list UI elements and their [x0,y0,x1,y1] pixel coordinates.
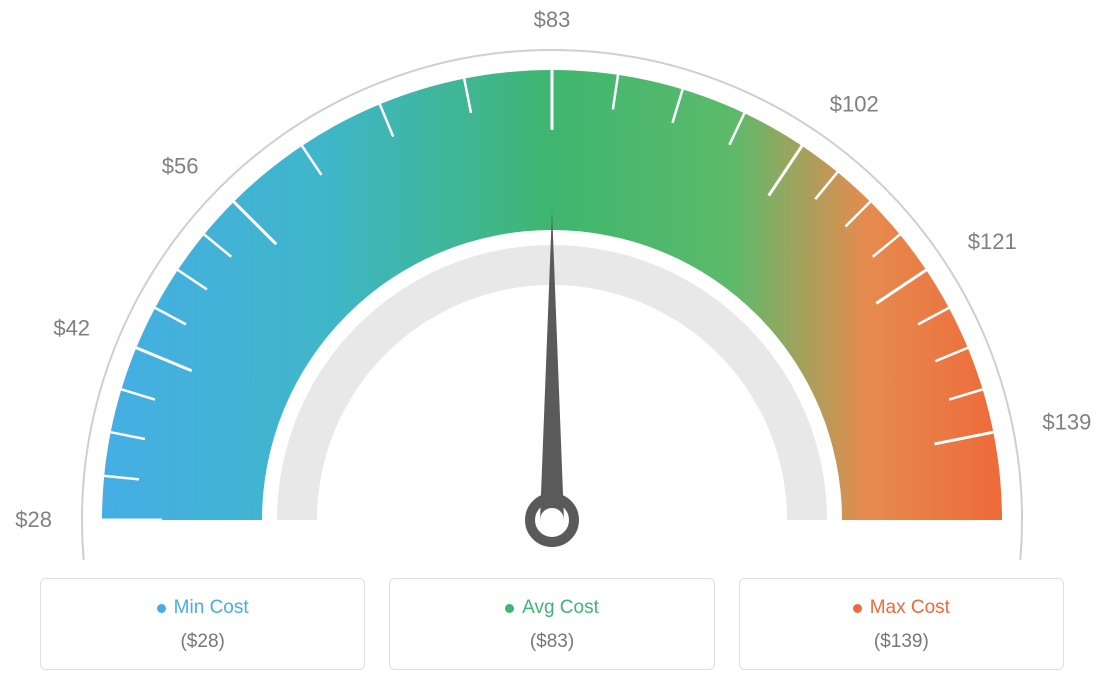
dot-icon [505,604,514,613]
gauge-tick-label: $139 [1042,409,1091,434]
dot-icon [157,604,166,613]
legend-value-min: ($28) [51,631,354,653]
legend-value-avg: ($83) [400,631,703,653]
gauge-tick-label: $83 [534,7,571,32]
legend-label-avg: Avg Cost [505,597,599,619]
cost-gauge: $28 $42 $56 $83 $102 $121 $139 [0,0,1104,560]
legend-box-avg: Avg Cost ($83) [389,578,714,670]
legend-text-avg: Avg Cost [522,597,599,619]
gauge-tick-label: $121 [968,229,1017,254]
legend-box-max: Max Cost ($139) [739,578,1064,670]
gauge-tick-label: $102 [830,91,879,116]
legend: Min Cost ($28) Avg Cost ($83) Max Cost (… [40,578,1064,670]
legend-label-min: Min Cost [157,597,249,619]
legend-box-min: Min Cost ($28) [40,578,365,670]
dot-icon [853,604,862,613]
gauge-needle-hole [540,508,564,532]
gauge-tick-label: $42 [53,316,90,341]
legend-label-max: Max Cost [853,597,950,619]
legend-text-max: Max Cost [870,597,950,619]
gauge-tick-label: $28 [15,507,52,532]
legend-value-max: ($139) [750,631,1053,653]
legend-text-min: Min Cost [174,597,249,619]
gauge-tick-label: $56 [162,153,199,178]
